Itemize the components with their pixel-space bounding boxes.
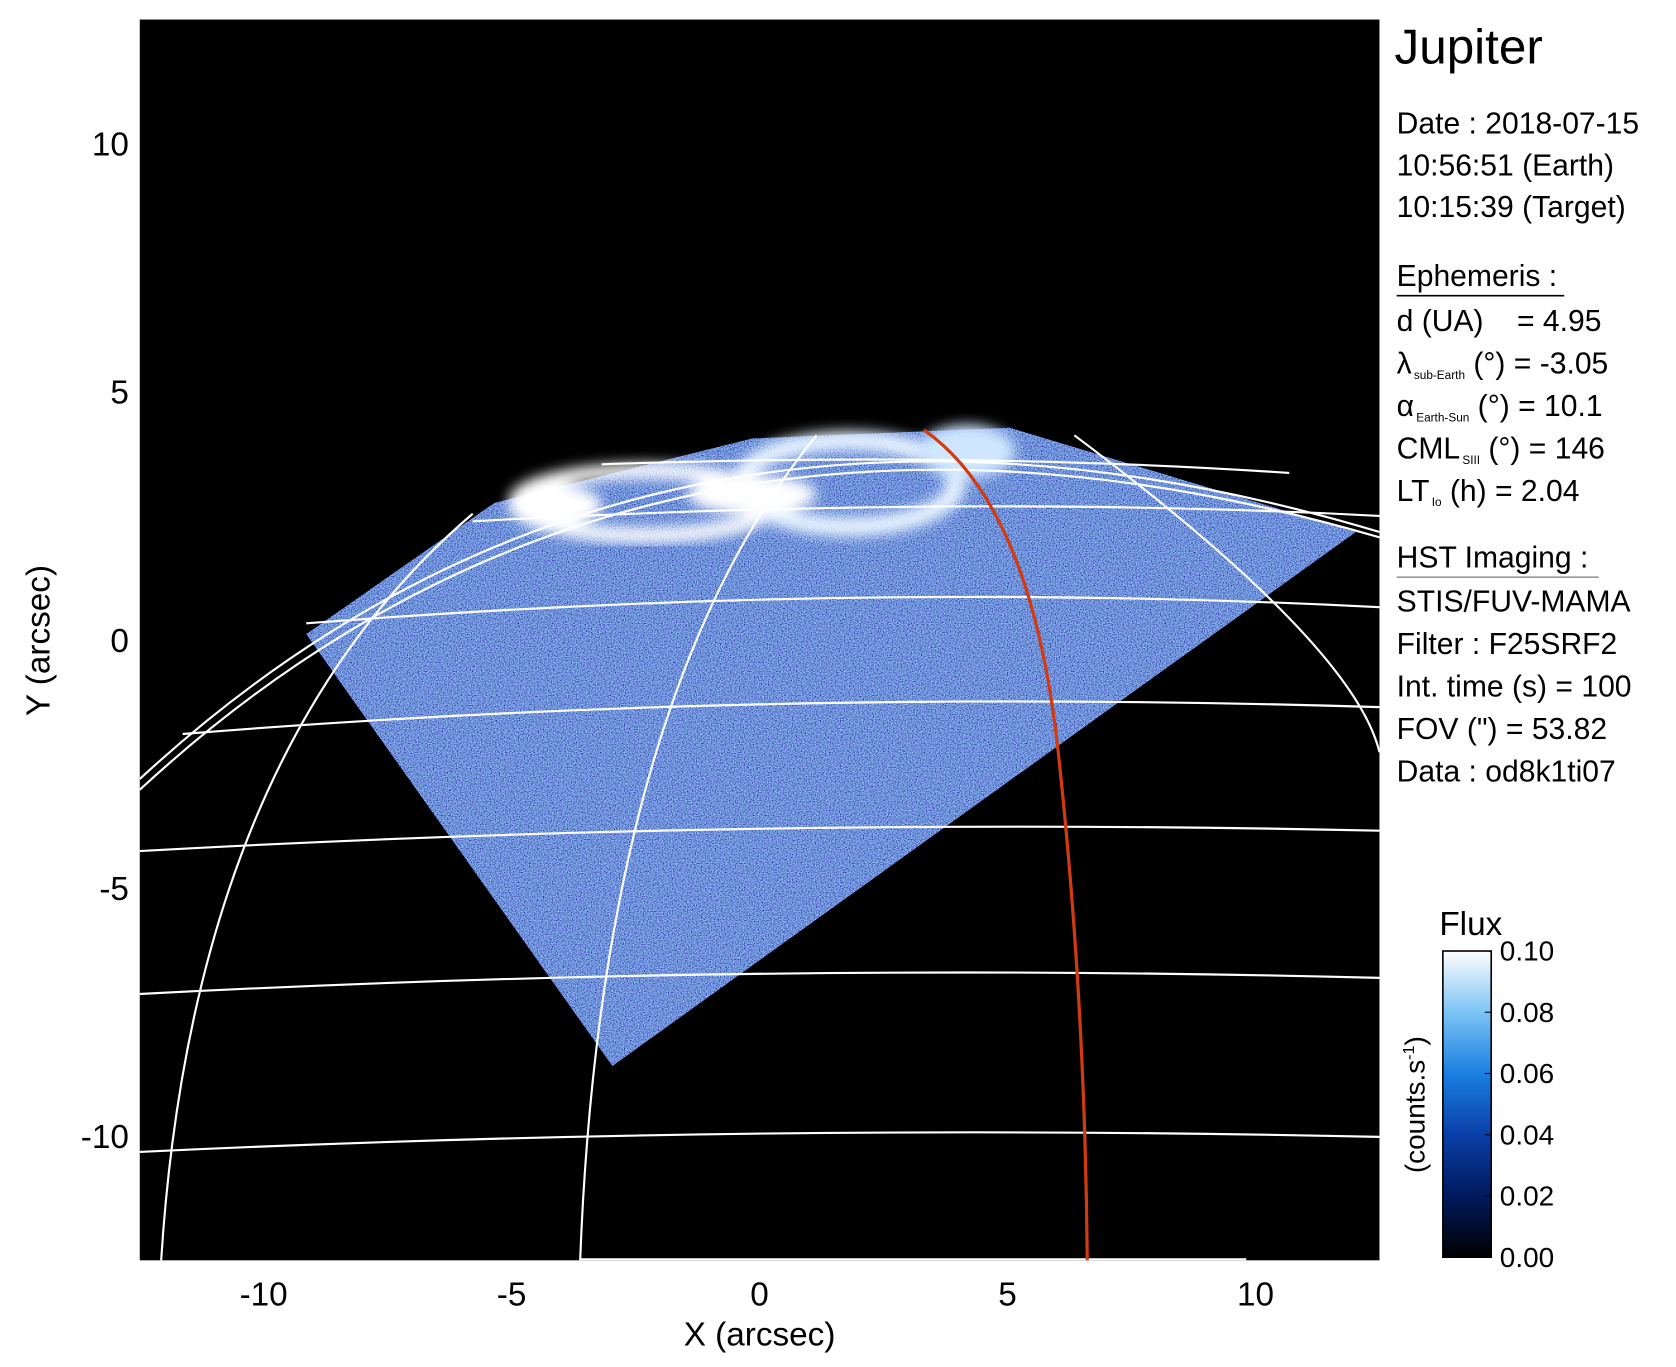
colorbar-label-part: (counts.s (1400, 1060, 1431, 1173)
symbol: LT (1397, 475, 1430, 508)
colorbar (1442, 950, 1493, 1259)
ephemeris-line: CML SIII (°) = 146 (1397, 432, 1605, 466)
colorbar-label-part: -1 (1400, 1045, 1418, 1059)
subscript: sub-Earth (1414, 368, 1465, 382)
colorbar-label-part: ) (1400, 1036, 1431, 1045)
ephemeris-line: λ sub-Earth (°) = -3.05 (1397, 348, 1609, 382)
symbol: α (1397, 390, 1414, 423)
ephemeris-line: LT Io (h) = 2.04 (1397, 475, 1580, 509)
colorbar-tick-label: 0.00 (1500, 1242, 1554, 1273)
central-meridian (923, 428, 1089, 1261)
subscript: Earth-Sun (1416, 410, 1469, 424)
y-tick-label: -5 (99, 871, 129, 908)
x-tick-label: -10 (240, 1277, 288, 1314)
x-tick-label: 5 (998, 1277, 1017, 1314)
colorbar-tick-label: 0.08 (1500, 997, 1554, 1028)
x-axis-label: X (arcsec) (684, 1316, 836, 1353)
section-heading: Ephemeris : (1397, 260, 1557, 293)
imaging-line: STIS/FUV-MAMA (1397, 586, 1631, 619)
colorbar-tick-label: 0.02 (1500, 1181, 1554, 1212)
image-plot (139, 19, 1380, 1261)
y-tick-label: 5 (110, 375, 129, 412)
imaging-line: FOV (") = 53.82 (1397, 713, 1607, 746)
imaging-line: Filter : F25SRF2 (1397, 628, 1618, 661)
value-text: d (UA) = 4.95 (1397, 305, 1602, 338)
observed-noise (306, 427, 1356, 1066)
ephemeris-line: α Earth-Sun (°) = 10.1 (1397, 390, 1603, 424)
value-text: (°) = 146 (1480, 432, 1605, 465)
symbol: λ (1397, 348, 1412, 381)
colorbar-tick-label: 0.04 (1500, 1119, 1554, 1150)
value-text: (h) = 2.04 (1442, 475, 1580, 508)
date-line: Date : 2018-07-15 (1397, 107, 1639, 140)
x-tick-label: -5 (497, 1277, 527, 1314)
planet-grid (139, 434, 1380, 1261)
imaging-line: Data : od8k1ti07 (1397, 755, 1616, 788)
y-tick-label: 0 (110, 623, 129, 660)
x-tick-label: 0 (750, 1277, 769, 1314)
colorbar-title: Flux (1439, 906, 1502, 943)
colorbar-label: (counts.s-1) (1400, 1036, 1431, 1173)
subscript: Io (1432, 495, 1442, 509)
date-line: 10:15:39 (Target) (1397, 191, 1626, 224)
y-axis-label: Y (arcsec) (20, 565, 57, 716)
ephemeris-line: d (UA) = 4.95 (1397, 305, 1602, 338)
date-line: 10:56:51 (Earth) (1397, 149, 1614, 182)
y-tick-label: -10 (81, 1119, 129, 1156)
colorbar-tick-label: 0.10 (1500, 936, 1554, 967)
value-text: (°) = -3.05 (1465, 348, 1608, 381)
value-text: (°) = 10.1 (1469, 390, 1602, 423)
subscript: SIII (1462, 453, 1480, 467)
section-heading: HST Imaging : (1397, 541, 1589, 574)
info-title: Jupiter (1395, 20, 1543, 75)
x-tick-label: 10 (1237, 1277, 1274, 1314)
y-tick-label: 10 (92, 126, 129, 163)
symbol: CML (1397, 432, 1461, 465)
colorbar-tick-label: 0.06 (1500, 1058, 1554, 1089)
imaging-line: Int. time (s) = 100 (1397, 670, 1632, 703)
